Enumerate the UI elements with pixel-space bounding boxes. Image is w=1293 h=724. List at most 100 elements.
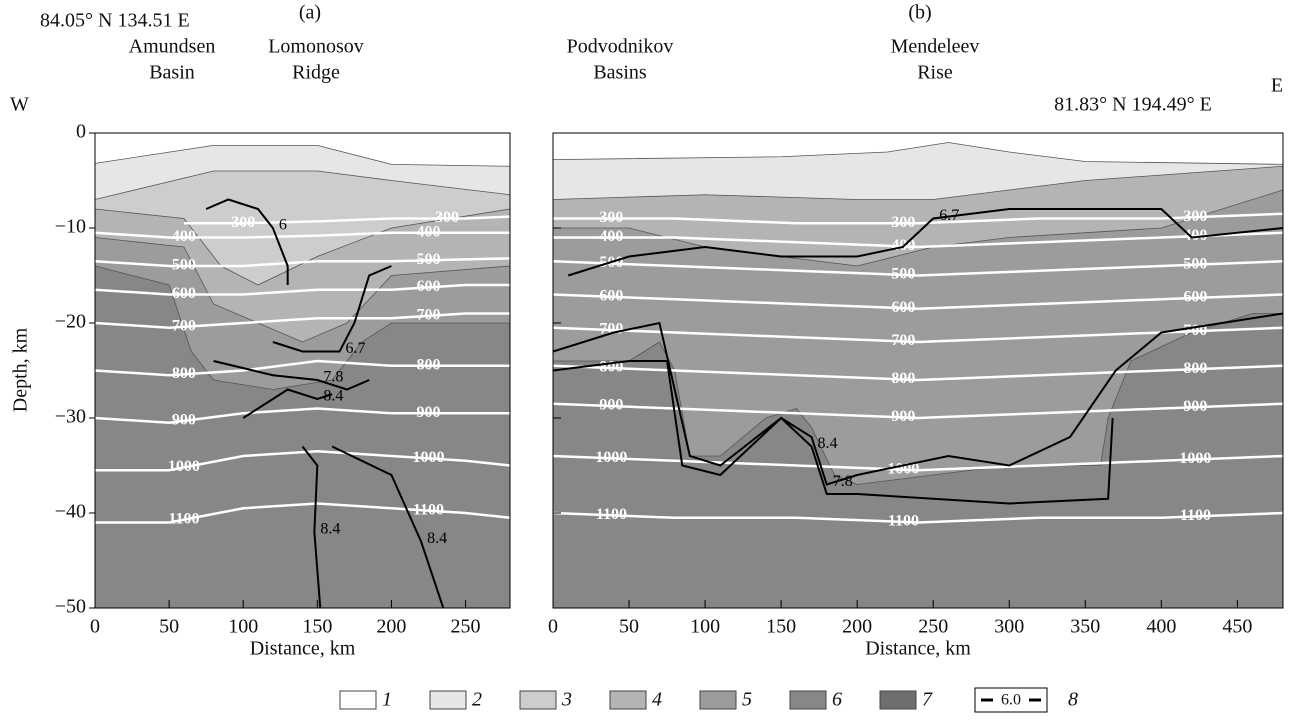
region-annotation: Basin <box>149 62 195 84</box>
isotherm-label: 700 <box>1183 322 1207 339</box>
y-axis-label: Depth, km <box>10 327 32 412</box>
isotherm-label: 900 <box>1183 398 1207 415</box>
isotherm-label: 1000 <box>1179 450 1211 467</box>
isotherm <box>95 283 510 296</box>
isotherm <box>553 454 1283 472</box>
isotherm-label: 500 <box>172 257 196 274</box>
isotherm-label: 1000 <box>168 458 200 475</box>
velocity-label: 6.7 <box>939 207 959 224</box>
isotherm-label: 1100 <box>168 510 199 527</box>
isotherm <box>553 511 1283 524</box>
velocity-label: 8.4 <box>427 530 447 547</box>
x-axis-label: Distance, km <box>865 638 971 660</box>
isotherm-label: 300 <box>435 209 459 226</box>
velocity-label: 8.4 <box>320 521 340 538</box>
isotherm-label: 300 <box>1183 208 1207 225</box>
x-tick-label: 50 <box>159 616 179 638</box>
legend-swatch <box>699 690 737 710</box>
legend-label: 6 <box>832 689 842 711</box>
y-tick-label: −40 <box>55 501 86 523</box>
isotherm <box>183 215 510 225</box>
velocity-label: 7.8 <box>833 473 853 490</box>
isotherm <box>95 502 510 524</box>
legend-swatch <box>519 690 557 710</box>
x-tick-label: 400 <box>1146 616 1176 638</box>
legend-swatch <box>789 690 827 710</box>
location: 84.05° N 134.51 E <box>40 10 190 32</box>
isotherm-label: 1100 <box>413 501 444 518</box>
region-annotation: Podvodnikov <box>567 36 674 58</box>
isotherm-label: 1100 <box>1180 507 1211 524</box>
isotherm-label: 1000 <box>412 449 444 466</box>
isotherm-label: 300 <box>599 209 623 226</box>
velocity-contour <box>553 360 1114 505</box>
legend-label: 7 <box>922 689 933 711</box>
isotherm-label: 500 <box>416 251 440 268</box>
region-annotation: Ridge <box>292 62 340 84</box>
legend-label: 3 <box>561 689 572 711</box>
plot-area: 300 300 3004004004005005005006006006007007… <box>553 133 1283 608</box>
isotherm-label: 700 <box>416 307 440 324</box>
x-tick-label: 100 <box>228 616 258 638</box>
velocity-label: 6.7 <box>346 340 366 357</box>
region-annotation: Basins <box>593 62 647 84</box>
isotherm <box>95 257 510 268</box>
region-annotation: Mendeleev <box>891 36 980 58</box>
velocity-contour <box>242 388 333 419</box>
isotherm-label: 800 <box>1183 360 1207 377</box>
isotherm <box>95 449 510 472</box>
velocity-contour <box>567 208 1283 277</box>
isotherm-label: 800 <box>416 356 440 373</box>
velocity-label: 8.4 <box>818 435 838 452</box>
velocity-contour <box>205 198 289 285</box>
isotherm <box>553 364 1283 382</box>
plot-frame <box>552 132 1284 609</box>
isotherm-label: 1100 <box>596 506 627 523</box>
y-tick-label: −30 <box>55 406 86 428</box>
isotherm-label: 400 <box>172 228 196 245</box>
x-tick-label: 100 <box>690 616 720 638</box>
isotherm-label: 300 <box>891 214 915 231</box>
region-annotation: Lomonosov <box>268 36 364 58</box>
x-tick-label: 150 <box>766 616 796 638</box>
legend-label: 4 <box>652 689 662 711</box>
isotherm <box>95 231 510 239</box>
layer-region <box>553 133 1283 165</box>
isotherm-label: 600 <box>599 287 623 304</box>
panel-title: (b) <box>908 2 931 24</box>
x-tick-label: 200 <box>842 616 872 638</box>
isotherm-label: 300 <box>231 214 255 231</box>
side-label: E <box>1271 75 1283 97</box>
x-tick-label: 50 <box>619 616 639 638</box>
legend-label: 2 <box>472 689 482 711</box>
velocity-contour <box>272 265 392 353</box>
isotherm <box>553 212 1283 225</box>
location: 81.83° N 194.49° E <box>1054 94 1212 116</box>
legend-label: 8 <box>1068 689 1078 711</box>
isotherm-label: 400 <box>599 228 623 245</box>
isotherm-label: 1000 <box>595 449 627 466</box>
isotherm <box>95 359 510 377</box>
x-tick-label: 450 <box>1222 616 1252 638</box>
x-tick-label: 200 <box>376 616 406 638</box>
velocity-contour <box>213 360 370 391</box>
y-tick-label: −10 <box>55 216 86 238</box>
x-tick-label: 150 <box>302 616 332 638</box>
isotherm-label: 700 <box>172 317 196 334</box>
x-tick-label: 300 <box>994 616 1024 638</box>
x-axis-label: Distance, km <box>250 638 356 660</box>
isotherm-label: 700 <box>891 332 915 349</box>
y-tick-label: −50 <box>55 596 86 618</box>
isotherm-label: 800 <box>172 365 196 382</box>
isotherm-label: 600 <box>172 285 196 302</box>
isotherm <box>95 407 510 425</box>
isotherm-label: 500 <box>891 266 915 283</box>
velocity-contour <box>553 312 1283 486</box>
isotherm <box>553 231 1283 249</box>
velocity-label: 8.4 <box>323 388 343 405</box>
legend-swatch <box>609 690 647 710</box>
region-annotation: Rise <box>917 62 953 84</box>
isotherm-label: 500 <box>1183 255 1207 272</box>
